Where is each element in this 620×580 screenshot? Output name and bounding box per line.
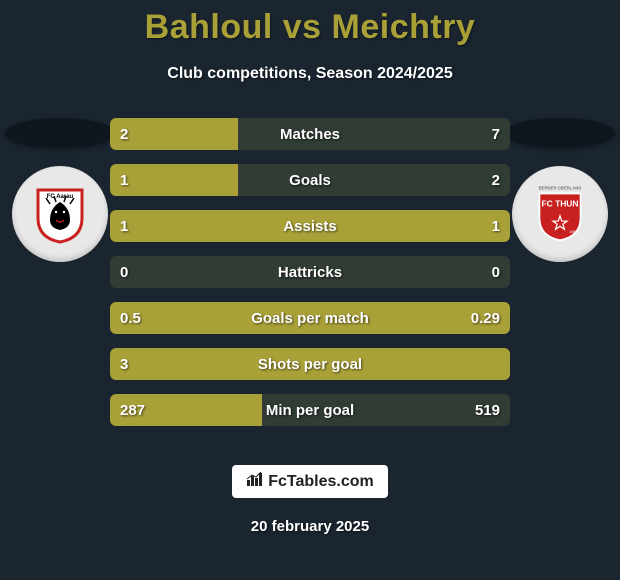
stat-label: Matches: [110, 118, 510, 150]
svg-text:BERNER OBERLAND: BERNER OBERLAND: [539, 186, 582, 191]
team-left-region: FC Aarau: [0, 118, 120, 262]
team-right-region: BERNER OBERLAND FC THUN 1898: [500, 118, 620, 262]
stat-row: 0.50.29Goals per match: [110, 302, 510, 334]
svg-text:1898: 1898: [569, 230, 577, 234]
stat-row: 12Goals: [110, 164, 510, 196]
shadow-ellipse: [505, 118, 615, 148]
svg-text:FC THUN: FC THUN: [542, 199, 579, 209]
page-subtitle: Club competitions, Season 2024/2025: [0, 65, 620, 83]
stat-label: Min per goal: [110, 394, 510, 426]
stat-row: 00Hattricks: [110, 256, 510, 288]
stat-label: Shots per goal: [110, 348, 510, 380]
bar-chart-icon: [246, 471, 264, 492]
footer-date: 20 february 2025: [0, 518, 620, 535]
infographic-root: Bahloul vs Meichtry Club competitions, S…: [0, 0, 620, 580]
comparison-bars: 27Matches 12Goals 11Assists 00Hattricks 0.50…: [110, 118, 510, 440]
svg-text:FC Aarau: FC Aarau: [47, 194, 74, 200]
stat-label: Goals: [110, 164, 510, 196]
stat-row: 27Matches: [110, 118, 510, 150]
stat-row: 3Shots per goal: [110, 348, 510, 380]
branding-text: FcTables.com: [268, 473, 374, 491]
stat-label: Hattricks: [110, 256, 510, 288]
team-right-crest: BERNER OBERLAND FC THUN 1898: [512, 166, 608, 262]
stat-label: Assists: [110, 210, 510, 242]
team-right-shield: BERNER OBERLAND FC THUN 1898: [530, 184, 590, 244]
stat-row: 11Assists: [110, 210, 510, 242]
team-left-crest: FC Aarau: [12, 166, 108, 262]
team-left-shield: FC Aarau: [30, 184, 90, 244]
stat-row: 287519Min per goal: [110, 394, 510, 426]
page-title: Bahloul vs Meichtry: [0, 0, 620, 47]
footer: FcTables.com 20 february 2025: [0, 465, 620, 535]
shadow-ellipse: [5, 118, 115, 148]
branding-badge: FcTables.com: [232, 465, 388, 498]
stat-label: Goals per match: [110, 302, 510, 334]
